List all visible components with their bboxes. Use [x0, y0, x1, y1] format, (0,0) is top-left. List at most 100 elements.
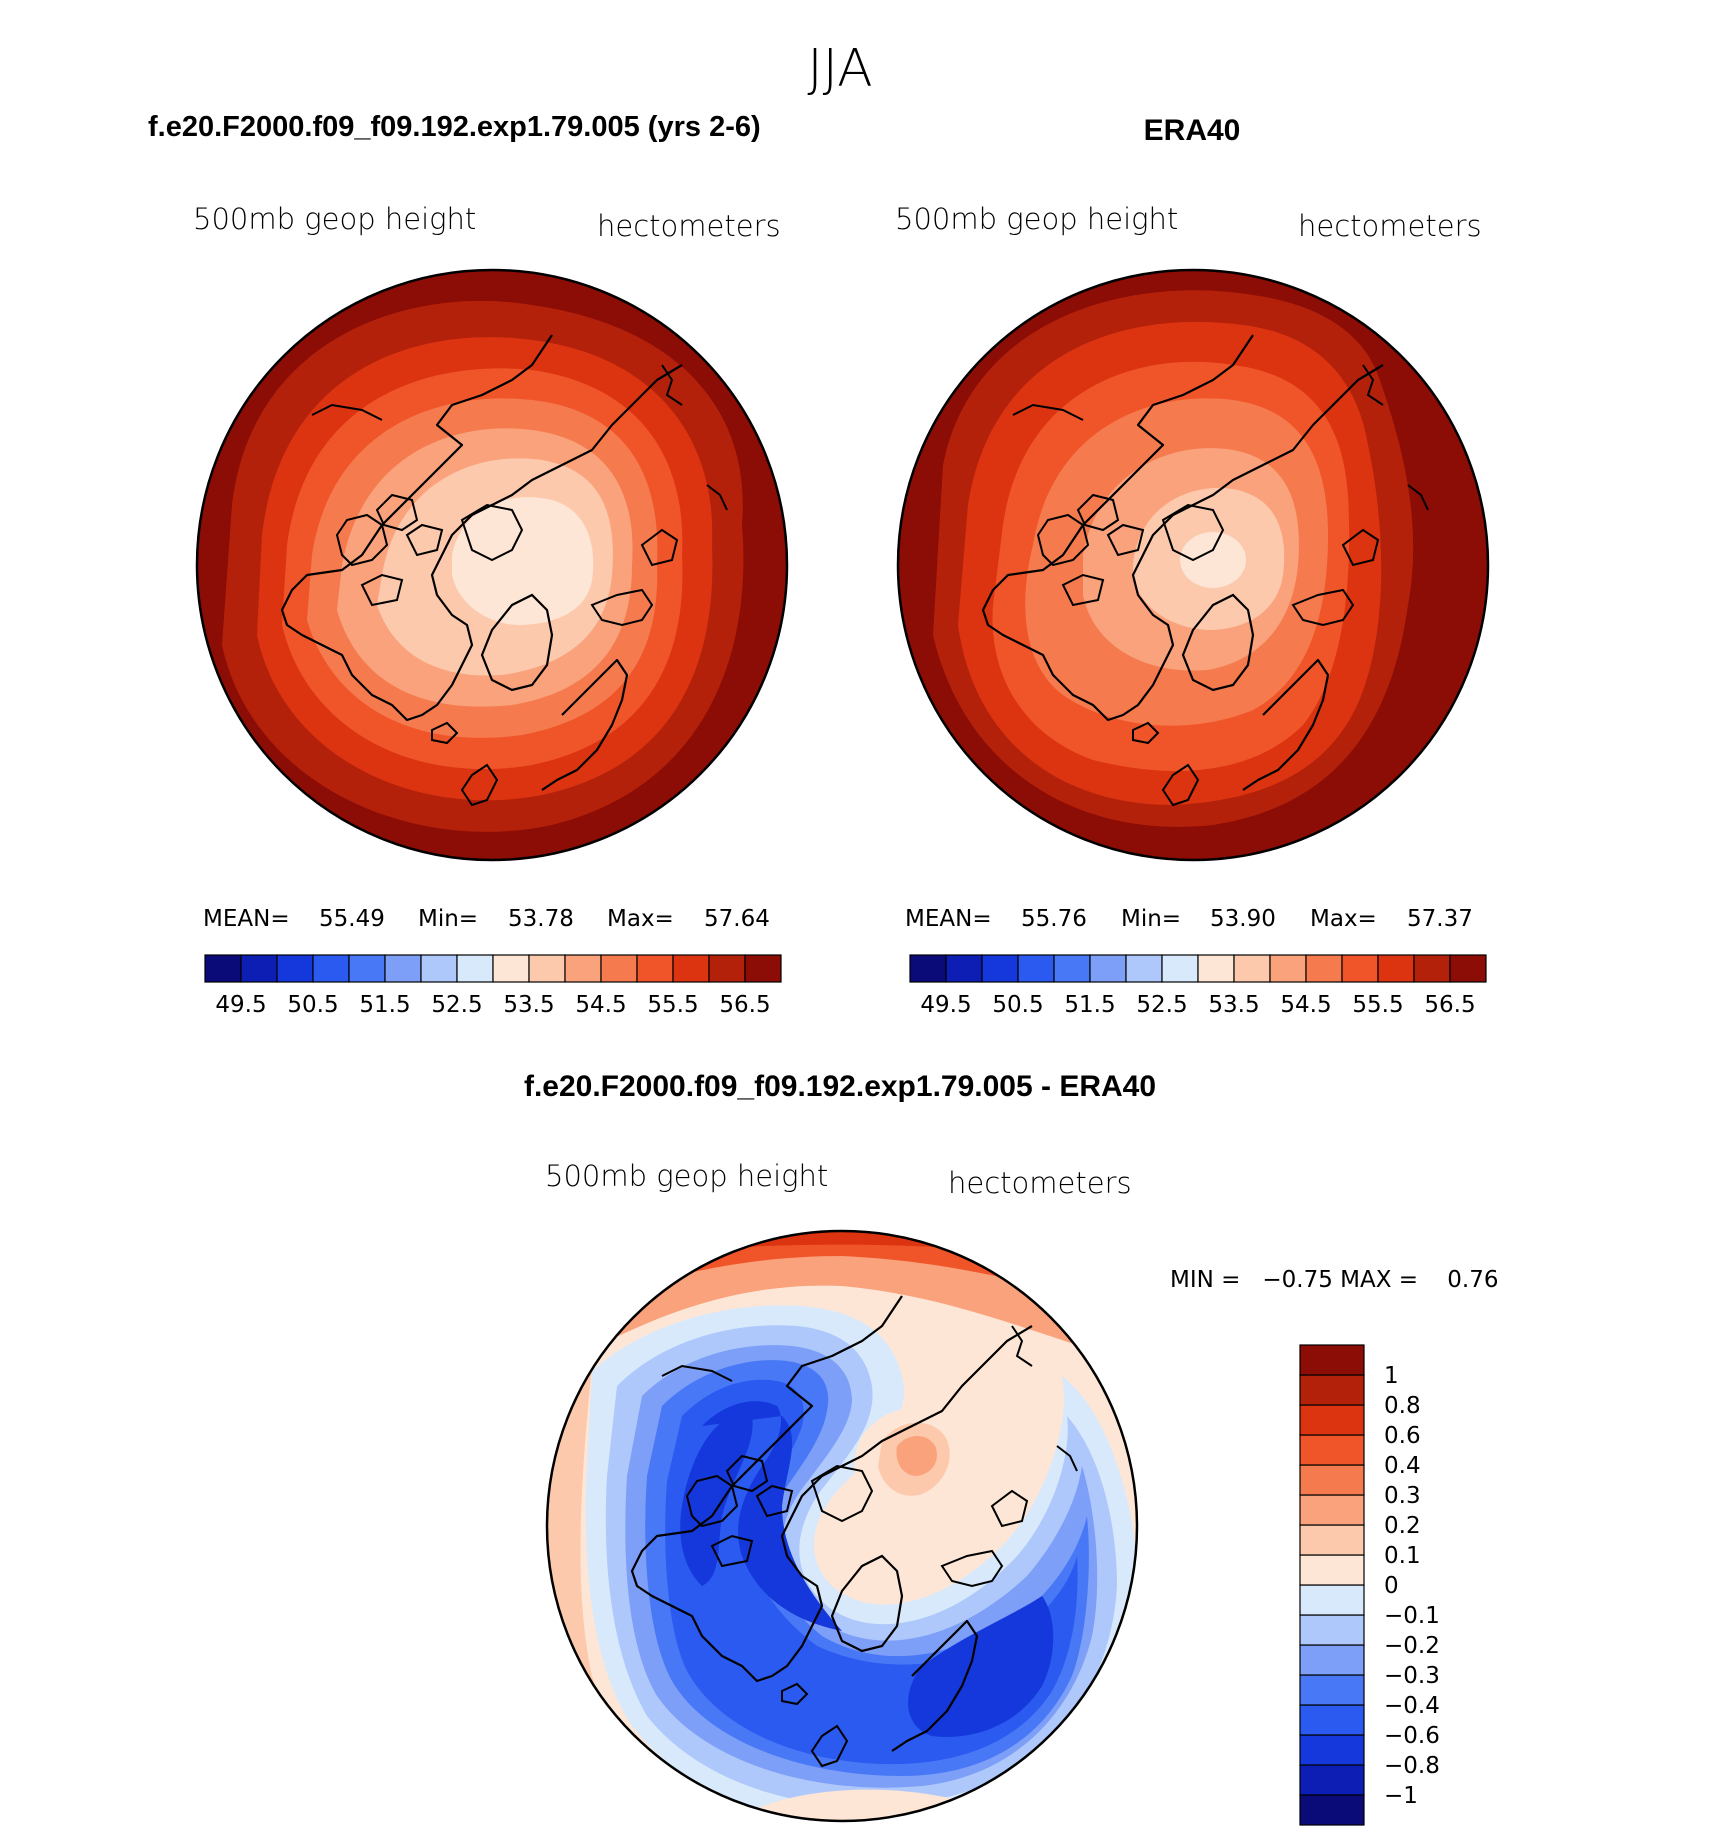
difference-colorbar-box: [1299, 1794, 1365, 1826]
difference-colorbar-box: [1299, 1464, 1365, 1496]
era40-panel-title: ERA40: [1144, 114, 1241, 147]
model-colorbar-box: [744, 954, 782, 983]
model-colorbar: 49.5 50.5 51.5 52.5 53.5 54.5 55.5 56.5: [204, 954, 782, 1018]
era40-colorbar-tick-label: 50.5: [992, 992, 1043, 1018]
difference-colorbar-box: [1299, 1644, 1365, 1676]
difference-colorbar-box: [1299, 1764, 1365, 1796]
era40-colorbar-box: [1269, 954, 1307, 983]
model-colorbar-tick-label: 52.5: [431, 992, 482, 1018]
era40-colorbar-box: [945, 954, 983, 983]
era40-panel: ERA40 500mb geop height hectometers MEAN…: [895, 114, 1490, 1018]
model-colorbar-box: [276, 954, 314, 983]
era40-colorbar-tick-label: 55.5: [1352, 992, 1403, 1018]
difference-colorbar-tick-label: 0.3: [1384, 1483, 1421, 1509]
era40-colorbar-tick-label: 56.5: [1424, 992, 1475, 1018]
era40-colorbar-box: [1197, 954, 1235, 983]
era40-colorbar-box: [1233, 954, 1271, 983]
difference-colorbar-box: [1299, 1704, 1365, 1736]
difference-colorbar-tick-label: −0.4: [1384, 1693, 1440, 1719]
era40-colorbar: 49.5 50.5 51.5 52.5 53.5 54.5 55.5 56.5: [909, 954, 1487, 1018]
era40-colorbar-box: [1341, 954, 1379, 983]
era40-units-label: hectometers: [1298, 209, 1482, 243]
era40-stats: MEAN= 55.76 Min= 53.90 Max= 57.37: [905, 906, 1473, 932]
model-colorbar-box: [708, 954, 746, 983]
difference-colorbar-box: [1299, 1344, 1365, 1376]
era40-colorbar-box: [1377, 954, 1415, 983]
era40-mean-label: MEAN=: [905, 906, 992, 932]
difference-colorbar-tick-label: −0.6: [1384, 1723, 1440, 1749]
era40-colorbar-box: [1125, 954, 1163, 983]
difference-colorbar-box: [1299, 1674, 1365, 1706]
model-max-value: 57.64: [704, 906, 770, 932]
era40-colorbar-box: [1089, 954, 1127, 983]
difference-colorbar-tick-label: 1: [1384, 1363, 1399, 1389]
difference-panel: f.e20.F2000.f09_f09.192.exp1.79.005 - ER…: [524, 1070, 1499, 1826]
difference-colorbar-tick-label: −0.2: [1384, 1633, 1440, 1659]
model-min-label: Min=: [418, 906, 478, 932]
era40-mean-value: 55.76: [1021, 906, 1087, 932]
difference-colorbar-tick-label: −1: [1384, 1783, 1418, 1809]
model-mean-label: MEAN=: [203, 906, 290, 932]
era40-min-label: Min=: [1121, 906, 1181, 932]
difference-colorbar-tick-label: 0.2: [1384, 1513, 1421, 1539]
difference-colorbar-tick-label: 0.8: [1384, 1393, 1421, 1419]
model-colorbar-box: [672, 954, 710, 983]
difference-colorbar-tick-label: −0.8: [1384, 1753, 1440, 1779]
model-min-value: 53.78: [508, 906, 574, 932]
difference-colorbar-box: [1299, 1494, 1365, 1526]
difference-panel-title: f.e20.F2000.f09_f09.192.exp1.79.005 - ER…: [524, 1070, 1156, 1103]
difference-colorbar-tick-label: 0.4: [1384, 1453, 1421, 1479]
model-colorbar-box: [600, 954, 638, 983]
model-colorbar-tick-label: 55.5: [647, 992, 698, 1018]
difference-colorbar-tick-label: −0.3: [1384, 1663, 1440, 1689]
model-polar-map: [195, 268, 789, 862]
era40-colorbar-box: [1413, 954, 1451, 983]
difference-colorbar-box: [1299, 1614, 1365, 1646]
model-colorbar-box: [204, 954, 242, 983]
difference-minmax-label: MIN = −0.75 MAX = 0.76: [1170, 1267, 1499, 1293]
era40-colorbar-box: [1305, 954, 1343, 983]
model-colorbar-tick-label: 50.5: [287, 992, 338, 1018]
era40-colorbar-box: [1161, 954, 1199, 983]
model-colorbar-box: [312, 954, 350, 983]
model-panel-title: f.e20.F2000.f09_f09.192.exp1.79.005 (yrs…: [148, 111, 761, 143]
era40-colorbar-box: [909, 954, 947, 983]
difference-colorbar-box: [1299, 1734, 1365, 1766]
model-colorbar-box: [492, 954, 530, 983]
model-colorbar-tick-label: 53.5: [503, 992, 554, 1018]
era40-max-value: 57.37: [1407, 906, 1473, 932]
model-colorbar-tick-label: 56.5: [719, 992, 770, 1018]
model-mean-value: 55.49: [319, 906, 385, 932]
difference-colorbar-box: [1299, 1404, 1365, 1436]
model-max-label: Max=: [607, 906, 674, 932]
difference-colorbar-box: [1299, 1554, 1365, 1586]
model-colorbar-box: [564, 954, 602, 983]
era40-colorbar-tick-label: 54.5: [1280, 992, 1331, 1018]
era40-colorbar-tick-label: 51.5: [1064, 992, 1115, 1018]
difference-colorbar-tick-label: −0.1: [1384, 1603, 1440, 1629]
era40-max-label: Max=: [1310, 906, 1377, 932]
difference-colorbar-box: [1299, 1584, 1365, 1616]
model-variable-label: 500mb geop height: [193, 202, 476, 236]
model-colorbar-box: [420, 954, 458, 983]
era40-colorbar-box: [1053, 954, 1091, 983]
difference-colorbar-tick-label: 0: [1384, 1573, 1399, 1599]
difference-units-label: hectometers: [948, 1166, 1132, 1200]
difference-variable-label: 500mb geop height: [545, 1159, 828, 1193]
era40-colorbar-box: [981, 954, 1019, 983]
difference-colorbar-tick-label: 0.1: [1384, 1543, 1421, 1569]
difference-colorbar: 1 0.8 0.6 0.4 0.3 0.2 0.1 0 −0.1 −0.2 −0.3 −0.4 −0.6…: [1299, 1344, 1440, 1826]
difference-colorbar-box: [1299, 1374, 1365, 1406]
era40-colorbar-tick-label: 53.5: [1208, 992, 1259, 1018]
era40-colorbar-box: [1017, 954, 1055, 983]
model-colorbar-tick-label: 51.5: [359, 992, 410, 1018]
model-colorbar-box: [384, 954, 422, 983]
era40-min-value: 53.90: [1210, 906, 1276, 932]
model-colorbar-box: [456, 954, 494, 983]
era40-colorbar-box: [1449, 954, 1487, 983]
model-stats: MEAN= 55.49 Min= 53.78 Max= 57.64: [203, 906, 770, 932]
era40-variable-label: 500mb geop height: [895, 202, 1178, 236]
model-colorbar-box: [240, 954, 278, 983]
figure-title: JJA: [807, 39, 872, 99]
